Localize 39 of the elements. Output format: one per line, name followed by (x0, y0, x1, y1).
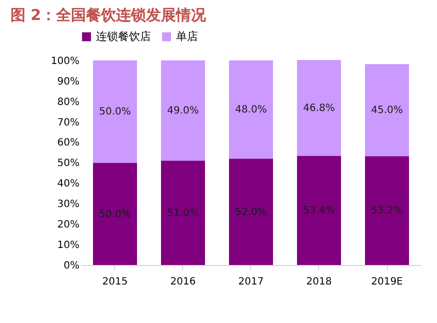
y-tick-label: 10% (57, 240, 80, 252)
x-tick-label: 2016 (170, 276, 196, 288)
data-label: 46.8% (303, 102, 335, 114)
y-tick-label: 80% (57, 96, 80, 108)
data-label: 53.2% (371, 206, 403, 217)
data-label: 50.0% (99, 208, 131, 220)
x-tick-label: 2019E (371, 276, 403, 288)
bar (297, 156, 341, 265)
bar (161, 160, 205, 265)
data-label: 50.0% (99, 106, 131, 118)
y-tick-label: 70% (57, 117, 80, 128)
y-tick-label: 0% (64, 260, 80, 272)
x-tick-label: 2015 (102, 276, 128, 288)
legend-label: 单店 (176, 30, 198, 43)
data-label: 52.0% (235, 206, 267, 218)
bar (365, 64, 409, 156)
bar (161, 60, 205, 161)
data-label: 53.4% (303, 205, 335, 216)
bar (229, 158, 273, 265)
x-tick-label: 2018 (306, 276, 332, 288)
bar (93, 60, 137, 163)
legend-label: 连锁餐饮店 (96, 30, 151, 43)
y-tick-label: 20% (57, 220, 80, 231)
y-tick-label: 60% (57, 138, 80, 149)
bar (93, 162, 137, 265)
y-tick-label: 50% (57, 158, 80, 170)
x-tick-label: 2017 (238, 276, 264, 288)
y-tick-label: 90% (57, 76, 80, 88)
bar (297, 60, 341, 156)
y-tick-label: 100% (50, 56, 80, 67)
bar (365, 156, 409, 265)
data-label: 48.0% (235, 104, 267, 116)
y-tick-label: 30% (57, 199, 80, 210)
data-label: 51.0% (167, 208, 199, 219)
y-tick-label: 40% (57, 178, 80, 190)
bar (229, 60, 273, 159)
data-label: 45.0% (371, 105, 403, 116)
data-label: 49.0% (167, 106, 199, 117)
chart-title: 图 2：全国餐饮连锁发展情况 (10, 6, 208, 24)
